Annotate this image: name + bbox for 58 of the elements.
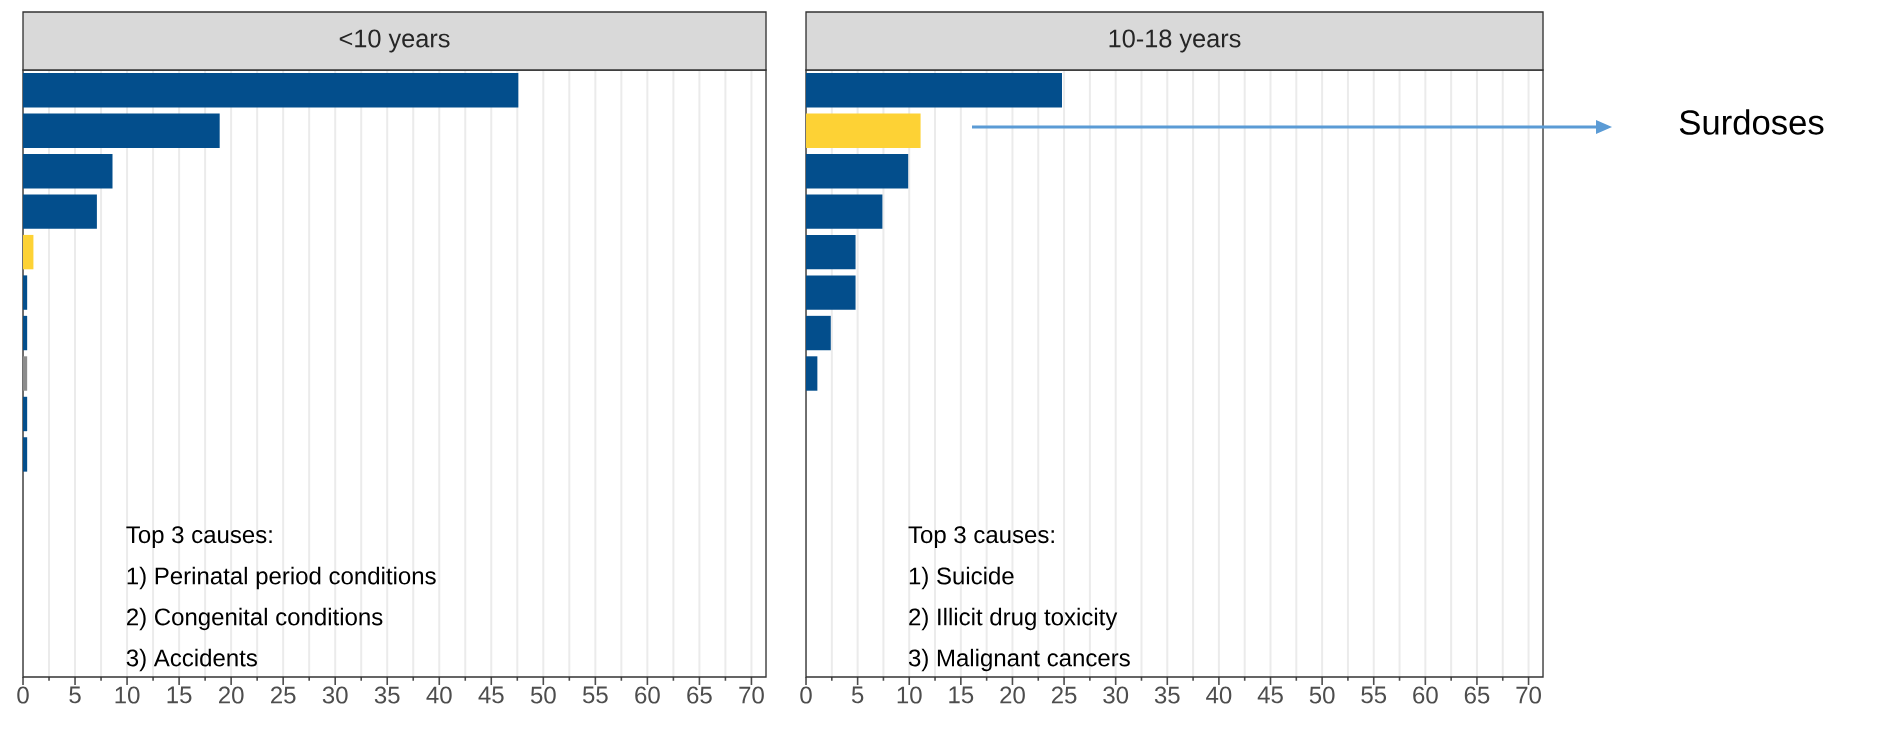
x-tick-label: 65 (687, 686, 712, 704)
x-tick-label: 15 (949, 686, 974, 704)
x-tick-label: 70 (739, 686, 764, 704)
bar (806, 356, 818, 391)
annotation: 3) Accidents (126, 648, 257, 672)
bar (23, 153, 113, 189)
x-tick-label: 60 (1413, 686, 1438, 704)
x-tick-label: 0 (800, 686, 812, 704)
bar (806, 73, 1062, 108)
x-tick-label: 15 (167, 686, 192, 704)
x-tick-label: 10 (897, 686, 922, 704)
bar (23, 194, 97, 229)
annotation: 1) Suicide (909, 566, 1014, 590)
annotation: 2) Illicit drug toxicity (909, 607, 1118, 631)
x-tick-label: 40 (1206, 686, 1232, 704)
bar (806, 275, 856, 310)
annotation: Top 3 causes: (126, 526, 272, 548)
bar (23, 315, 28, 351)
bar (23, 113, 220, 148)
x-tick-label: 35 (374, 686, 400, 704)
x-tick-label: 60 (635, 686, 660, 704)
bar (806, 153, 909, 189)
x-tick-label: 5 (851, 686, 864, 704)
x-tick-label: 50 (1309, 686, 1335, 704)
x-tick-label: 55 (1361, 686, 1387, 704)
text: Surdoses (1679, 109, 1824, 135)
bar (23, 234, 34, 270)
bar (806, 234, 856, 270)
annotation: 2) Congenital conditions (127, 607, 383, 631)
x-tick-label: 40 (426, 686, 452, 704)
bar (806, 113, 921, 148)
x-tick-label: 0 (17, 686, 29, 704)
x-tick-label: 25 (271, 686, 296, 704)
x-tick-label: 55 (582, 686, 608, 704)
bar (23, 437, 28, 472)
x-tick-label: 20 (1000, 686, 1025, 704)
x-tick-label: 65 (1464, 686, 1490, 704)
x-tick-label: 35 (1154, 686, 1180, 704)
chart-title: 10-18 years (1109, 29, 1241, 53)
x-tick-label: 30 (322, 686, 348, 704)
x-tick-label: 25 (1051, 686, 1077, 704)
bar (23, 356, 28, 391)
bar (806, 315, 831, 351)
x-tick-label: 30 (1103, 686, 1129, 704)
x-tick-label: 45 (478, 686, 504, 704)
x-tick-label: 20 (219, 686, 244, 704)
x-tick-label: 5 (69, 686, 81, 704)
x-tick-label: 50 (530, 686, 556, 704)
x-tick-label: 10 (115, 686, 140, 704)
bar (806, 194, 883, 229)
x-tick-label: 45 (1257, 686, 1283, 704)
x-tick-label: 70 (1516, 686, 1541, 704)
chart-title: <10 years (339, 29, 450, 53)
bar (23, 396, 28, 432)
annotation: 3) Malignant cancers (908, 648, 1130, 672)
annotation: 1) Perinatal period conditions (127, 566, 436, 590)
annotation: Top 3 causes: (908, 526, 1054, 548)
bar (23, 275, 28, 310)
